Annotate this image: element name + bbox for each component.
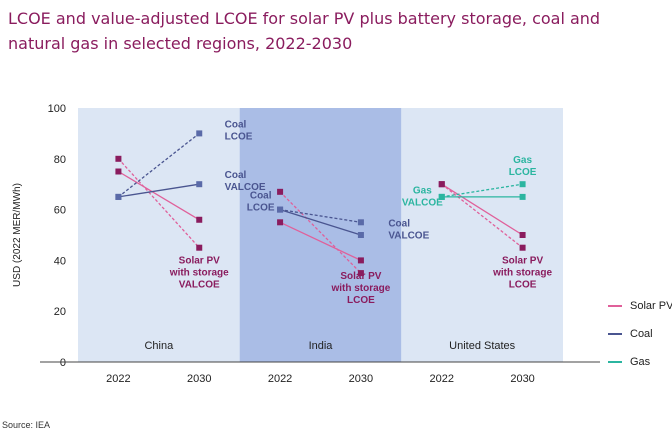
annotation-label: LCOE (247, 203, 275, 214)
annotation-label: LCOE (509, 167, 537, 178)
annotation-label: LCOE (347, 295, 375, 306)
x-tick-label: 2022 (106, 373, 130, 385)
annotation-label: Coal (225, 170, 247, 181)
data-point-solar-pv-lcoe (115, 168, 122, 175)
legend-label-solar: Solar PV (630, 300, 672, 312)
panel-india (239, 108, 402, 362)
legend-swatch-solar (608, 305, 622, 307)
y-tick-label: 60 (54, 205, 66, 217)
region-label: India (309, 340, 334, 352)
annotation-label: with storage (169, 268, 229, 279)
data-point-coal-lcoe (357, 219, 364, 226)
panel-united-states (401, 108, 563, 362)
y-tick-label: 20 (54, 306, 66, 318)
annotation-label: VALCOE (402, 197, 443, 208)
y-tick-label: 100 (48, 103, 66, 115)
annotation-label: VALCOE (388, 230, 429, 241)
legend-item-gas: Gas (608, 354, 672, 370)
data-point-coal-lcoe (196, 130, 203, 137)
x-tick-label: 2030 (349, 373, 373, 385)
y-tick-label: 40 (54, 255, 66, 267)
annotation-label: Solar PV (340, 271, 381, 282)
data-point-coal-valcoe (196, 181, 203, 188)
annotation-label: LCOE (509, 280, 537, 291)
data-point-solar-pv-valcoe (438, 181, 445, 188)
data-point-coal-valcoe (277, 206, 284, 213)
series-line-solar-pv-valcoe (117, 158, 200, 249)
data-point-solar-pv-valcoe (115, 155, 122, 162)
annotation-label: Coal (250, 191, 272, 202)
data-point-coal-valcoe (357, 232, 364, 238)
series-line-coal-valcoe (118, 183, 200, 198)
data-point-gas-valcoe (438, 193, 445, 200)
data-point-solar-pv-lcoe (519, 244, 526, 251)
data-point-solar-pv-lcoe (277, 188, 284, 195)
data-point-solar-pv-valcoe (519, 232, 526, 238)
series-line-solar-pv-valcoe (279, 221, 362, 261)
chart-title-line-2: natural gas in selected regions, 2022-20… (8, 34, 353, 53)
legend-swatch-coal (608, 333, 622, 335)
series-line-gas-lcoe (441, 183, 523, 198)
annotation-label: with storage (492, 268, 552, 279)
legend-item-coal: Coal (608, 326, 672, 342)
y-tick-label: 80 (54, 154, 66, 166)
chart-legend: Solar PV Coal Gas (608, 298, 672, 382)
x-tick-label: 2022 (430, 373, 454, 385)
series-line-coal-lcoe (118, 132, 200, 198)
x-tick-label: 2030 (510, 373, 534, 385)
annotation-label: Coal (225, 119, 247, 130)
annotation-label: LCOE (225, 131, 253, 142)
series-line-solar-pv-lcoe (279, 191, 362, 274)
series-line-coal-valcoe (279, 208, 362, 236)
legend-swatch-gas (608, 361, 622, 363)
annotation-label: VALCOE (179, 280, 220, 291)
annotation-label: Gas (513, 155, 532, 166)
data-point-solar-pv-valcoe (277, 219, 284, 226)
chart-title-line-1: LCOE and value-adjusted LCOE for solar P… (8, 9, 601, 28)
data-point-coal-valcoe (115, 193, 122, 200)
series-line-solar-pv-lcoe (118, 170, 200, 221)
series-line-solar-pv-lcoe (441, 183, 523, 249)
x-tick-label: 2022 (268, 373, 292, 385)
panel-china (78, 108, 240, 362)
series-line-coal-lcoe (279, 208, 362, 223)
annotation-label: VALCOE (225, 182, 266, 193)
series-line-solar-pv-valcoe (441, 183, 523, 236)
data-point-solar-pv-lcoe (357, 270, 364, 277)
annotation-label: Solar PV (502, 256, 543, 267)
annotation-label: with storage (330, 283, 390, 294)
y-axis-label: USD (2022 MER/MWh) (12, 183, 23, 287)
y-tick-label: 0 (60, 357, 66, 369)
chart-title: LCOE and value-adjusted LCOE for solar P… (8, 6, 658, 56)
region-label: United States (449, 340, 516, 352)
data-point-gas-valcoe (519, 193, 526, 200)
region-label: China (144, 340, 174, 352)
annotation-label: Gas (413, 185, 432, 196)
legend-item-solar: Solar PV (608, 298, 672, 314)
source-note: Source: IEA (2, 420, 51, 430)
data-point-gas-lcoe (519, 181, 526, 188)
annotation-label: Coal (388, 218, 410, 229)
data-point-solar-pv-valcoe (196, 244, 203, 251)
data-point-solar-pv-valcoe (357, 257, 364, 264)
data-point-solar-pv-lcoe (196, 216, 203, 223)
x-tick-label: 2030 (187, 373, 211, 385)
legend-label-coal: Coal (630, 328, 653, 340)
annotation-label: Solar PV (179, 256, 220, 267)
legend-label-gas: Gas (630, 356, 651, 368)
